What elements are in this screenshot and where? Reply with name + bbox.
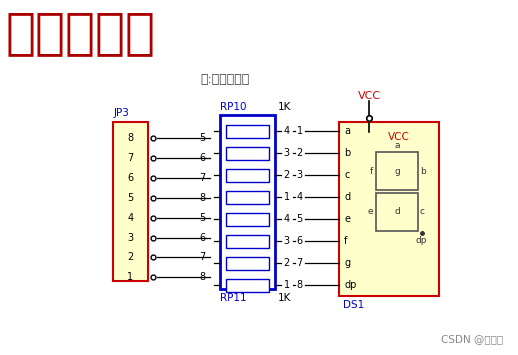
Bar [226, 213, 269, 226]
Text: VCC: VCC [357, 91, 381, 100]
Bar [376, 193, 418, 231]
Text: 6: 6 [127, 173, 134, 183]
Text: a: a [344, 126, 350, 136]
Text: 4: 4 [297, 192, 303, 202]
Text: 3: 3 [297, 170, 303, 180]
Bar [376, 152, 418, 190]
Text: 8: 8 [199, 193, 206, 203]
Text: d: d [394, 207, 400, 216]
Text: c: c [344, 170, 350, 180]
Text: dp: dp [416, 235, 427, 245]
Text: 2: 2 [296, 148, 303, 158]
Text: 6: 6 [199, 153, 206, 163]
Text: 4: 4 [127, 213, 134, 223]
Bar [226, 257, 269, 270]
Text: f: f [344, 236, 348, 246]
Text: 2: 2 [127, 252, 134, 262]
Bar [226, 125, 269, 138]
Bar [339, 122, 439, 296]
Text: 6: 6 [199, 233, 206, 242]
Text: 注:共阳数码管: 注:共阳数码管 [200, 73, 250, 86]
Text: 3: 3 [284, 148, 290, 158]
Text: RP11: RP11 [220, 293, 247, 303]
Text: g: g [344, 258, 351, 268]
Text: 7: 7 [199, 252, 206, 262]
Text: CSDN @朱嘉鼎: CSDN @朱嘉鼎 [441, 334, 503, 344]
Bar [226, 169, 269, 182]
Text: b: b [420, 166, 425, 176]
Text: d: d [344, 192, 351, 202]
Text: b: b [344, 148, 351, 158]
Text: DS1: DS1 [343, 300, 365, 310]
Text: 6: 6 [297, 236, 303, 246]
Bar [226, 191, 269, 204]
Text: 3: 3 [284, 236, 290, 246]
Text: 7: 7 [127, 153, 134, 163]
Bar [226, 235, 269, 248]
Text: 1K: 1K [278, 293, 291, 303]
Bar [113, 122, 148, 281]
Text: 8: 8 [297, 280, 303, 290]
Text: 1: 1 [284, 280, 290, 290]
Text: 4: 4 [284, 126, 290, 136]
Bar [226, 279, 269, 291]
Text: 5: 5 [296, 214, 303, 224]
Text: g: g [394, 166, 400, 176]
Bar [220, 115, 275, 289]
Text: 8: 8 [199, 272, 206, 282]
Text: f: f [370, 166, 373, 176]
Text: VCC: VCC [388, 132, 410, 142]
Text: dp: dp [344, 280, 357, 290]
Text: 5: 5 [127, 193, 134, 203]
Text: a: a [394, 141, 400, 150]
Text: 1K: 1K [278, 102, 291, 111]
Text: e: e [367, 207, 373, 216]
Text: 静态数码管: 静态数码管 [6, 9, 156, 57]
Text: JP3: JP3 [113, 109, 129, 119]
Text: 1: 1 [297, 126, 303, 136]
Text: e: e [344, 214, 350, 224]
Text: 7: 7 [296, 258, 303, 268]
Text: 7: 7 [199, 173, 206, 183]
Text: 8: 8 [127, 133, 134, 143]
Bar [226, 147, 269, 160]
Text: 3: 3 [127, 233, 134, 242]
Text: 1: 1 [127, 272, 134, 282]
Text: 5: 5 [199, 133, 206, 143]
Text: 4: 4 [284, 214, 290, 224]
Text: 5: 5 [199, 213, 206, 223]
Text: 2: 2 [284, 170, 290, 180]
Text: 1: 1 [284, 192, 290, 202]
Text: RP10: RP10 [220, 102, 247, 111]
Text: 2: 2 [284, 258, 290, 268]
Text: c: c [420, 207, 425, 216]
